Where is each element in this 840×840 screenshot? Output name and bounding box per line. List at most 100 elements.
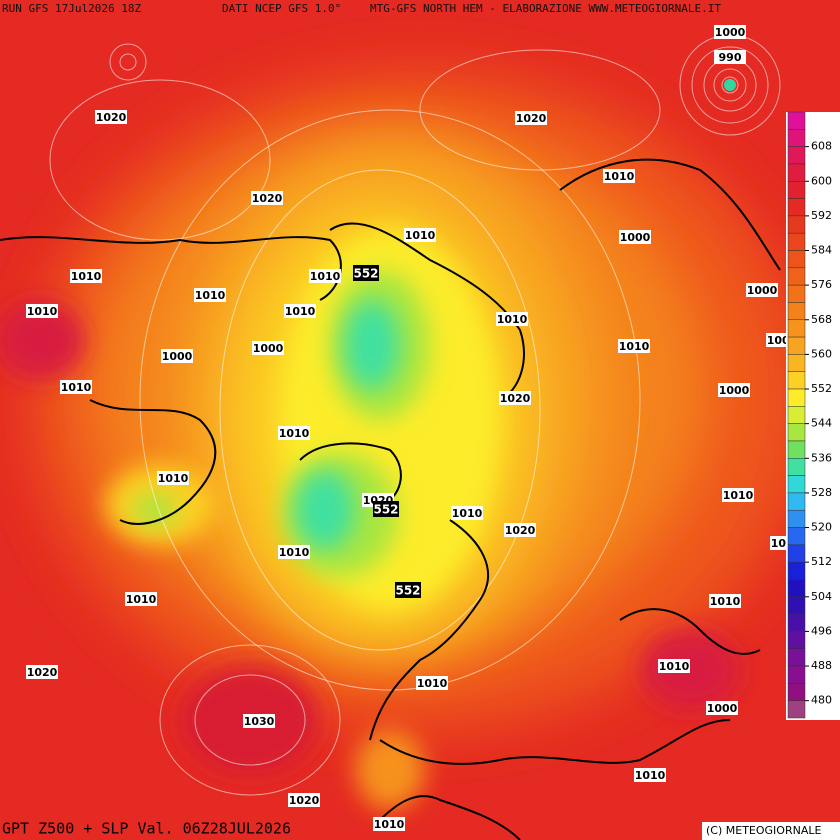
colorbar-band [787,388,806,407]
isobar-label-box [26,304,58,318]
isobar-label-box [718,383,750,397]
isobar-label: 1020 [500,392,531,405]
colorbar-tick-label: 512 [811,555,832,568]
isobar-label: 1000 [162,350,193,363]
isobar-label-box [618,339,650,353]
isobar-label: 1010 [126,593,157,606]
isobar-label-box [95,110,127,124]
isobar-label-box [60,380,92,394]
height-label-box [395,582,421,598]
colorbar-band [787,267,806,286]
isobar-label: 1000 [715,26,746,39]
colorbar-band [787,163,806,182]
isobar-label-box [194,288,226,302]
colorbar-band [787,561,806,580]
colorbar-tick-label: 568 [811,313,832,326]
colorbar-band [787,232,806,251]
colorbar-band [787,215,806,234]
isobar-label: 1030 [244,715,275,728]
isobar-label: 1010 [279,546,310,559]
colorbar: 608 600 592 584 576 568 560 552 544 536 528 520 512 5… [786,111,840,720]
height-label: 552 [373,503,398,517]
isobar-label: 1010 [604,170,635,183]
colorbar-band [787,371,806,390]
isobar-label: 1020 [27,666,58,679]
colorbar-band [787,509,806,528]
isobar-label-box [746,283,778,297]
isobar-label-box [243,714,275,728]
isobar-label: 1010 [723,489,754,502]
copyright-box [702,822,840,840]
isobar-label: 1000 [707,702,738,715]
header-run: RUN GFS 17Jul2026 18Z [2,2,141,15]
isobar-label-box [451,506,483,520]
isobar-label-box [658,659,690,673]
isobar-label-box [157,471,189,485]
isobar-label-box [714,25,746,39]
height-label: 552 [353,267,378,281]
colorbar-band [787,319,806,338]
isobar-label: 1010 [310,270,341,283]
header-credit: MTG-GFS NORTH HEM - ELABORAZIONE WWW.MET… [370,2,721,15]
colorbar-band [787,336,806,355]
isobar-label-box [722,488,754,502]
isobar-label-box [309,269,341,283]
isobar-label-box [251,191,283,205]
colorbar-band [787,111,806,130]
isobar-label: 1010 [619,340,650,353]
isobar-label-box [252,341,284,355]
isobar-label-box [634,768,666,782]
colorbar-band [787,631,806,649]
isobar-label-box [714,50,746,64]
colorbar-tick-label: 560 [811,347,832,360]
height-label-box [373,501,399,517]
colorbar-tick-label: 600 [811,174,832,187]
isobar-label: 1000 [620,231,651,244]
colorbar-tick-label: 592 [811,209,832,222]
colorbar-band [787,613,806,632]
isobar-label: 1000 [719,384,750,397]
isobar-label-box [373,817,405,831]
colorbar-band [787,146,806,165]
colorbar-band [787,129,806,147]
isobar-label-box [706,701,738,715]
colorbar-band [787,527,806,546]
isobar-label-box [603,169,635,183]
colorbar-band [787,284,806,303]
colorbar-band [787,579,806,598]
isobar-label-box [496,312,528,326]
colorbar-band [787,648,806,667]
colorbar-band [787,683,806,701]
isobar-label: 1000 [253,342,284,355]
colorbar-band [787,406,806,424]
colorbar-band [787,596,806,615]
isobar-label: 1010 [452,507,483,520]
colorbar-band [787,458,806,476]
colorbar-band [787,492,806,511]
isobar-label: 1010 [158,472,189,485]
colorbar-tick-label: 584 [811,244,832,257]
isobar-label: 1010 [710,595,741,608]
isobar-label-box [288,793,320,807]
colorbar-band [787,665,806,684]
isobar-label: 1010 [417,677,448,690]
colorbar-band [787,354,806,372]
isobar-label: 1020 [96,111,127,124]
height-label-box [353,265,379,281]
isobar-label: 1010 [71,270,102,283]
footer-copyright: (C) METEOGIORNALE [706,824,821,837]
colorbar-band [787,302,806,321]
isobar-label: 1010 [659,660,690,673]
isobar-label-box [278,545,310,559]
isobar-label: 1000 [747,284,778,297]
colorbar-band [787,544,806,563]
colorbar-tick-label: 488 [811,659,832,672]
header-source: DATI NCEP GFS 1.0° [222,2,341,15]
isobar-label: 1020 [516,112,547,125]
colorbar-tick-label: 496 [811,624,832,637]
isobar-label-box [284,304,316,318]
isobar-label-box [125,592,157,606]
colorbar-band [787,700,806,719]
footer-title: GPT Z500 + SLP Val. 06Z28JUL2026 [2,820,291,838]
